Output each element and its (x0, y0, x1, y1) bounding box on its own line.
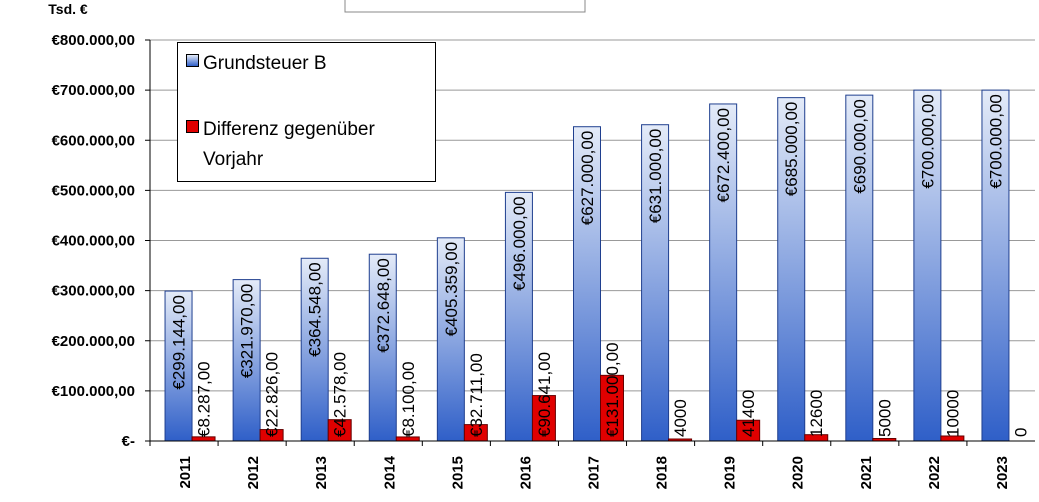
header-box (344, 0, 586, 13)
y-tick-label: €- (122, 433, 135, 450)
x-tick-label: 2017 (586, 456, 603, 489)
x-tick-label: 2012 (245, 456, 262, 489)
value-label: €627.000,00 (578, 131, 597, 226)
value-label: 5000 (875, 399, 894, 437)
value-label: €42.578,00 (331, 352, 350, 437)
y-tick-label: €200.000,00 (52, 333, 135, 350)
x-tick-label: 2016 (517, 456, 534, 489)
value-label: €32.711,00 (467, 353, 486, 437)
x-tick-label: 2022 (926, 456, 943, 489)
legend-swatch (186, 54, 199, 67)
value-label: €90.641,00 (535, 352, 554, 437)
value-label: €700.000,00 (986, 94, 1005, 189)
x-tick-label: 2023 (994, 456, 1011, 489)
bar (232, 279, 261, 442)
value-label: 4000 (671, 399, 690, 437)
value-label: €299.144,00 (170, 295, 189, 390)
bar (504, 191, 533, 442)
value-label: €496.000,00 (510, 196, 529, 291)
legend: Grundsteuer B Differenz gegenüber Vorjahr (177, 42, 436, 182)
bar (164, 290, 193, 442)
value-label: €8.100,00 (399, 361, 418, 437)
y-tick-label: €700.000,00 (52, 82, 135, 99)
y-unit-label: Tsd. € (48, 1, 88, 17)
value-label: €8.287,00 (195, 361, 214, 437)
value-label: 12600 (807, 390, 826, 437)
y-tick-label: €800.000,00 (52, 32, 135, 49)
bar (368, 253, 397, 442)
value-label: €690.000,00 (850, 99, 869, 194)
y-tick-label: €600.000,00 (52, 132, 135, 149)
value-label: €131.000,00 (603, 342, 622, 437)
value-label: €22.826,00 (263, 352, 282, 437)
value-label: €364.548,00 (306, 262, 325, 357)
x-tick-label: 2018 (654, 456, 671, 489)
bar (709, 103, 738, 442)
y-tick-label: €500.000,00 (52, 182, 135, 199)
legend-label: Differenz gegenüber Vorjahr (203, 119, 375, 170)
bar (981, 89, 1010, 442)
legend-item: Differenz gegenüber Vorjahr (186, 115, 393, 175)
y-tick-label: €400.000,00 (52, 233, 135, 250)
bar (777, 97, 806, 442)
bar (641, 124, 670, 442)
legend-label: Grundsteuer B (203, 53, 327, 74)
x-tick-label: 2021 (858, 456, 875, 489)
x-tick-label: 2019 (722, 456, 739, 489)
value-label: €672.400,00 (714, 108, 733, 203)
x-tick-label: 2015 (449, 456, 466, 489)
x-tick-label: 2020 (790, 456, 807, 489)
bar (845, 94, 874, 442)
y-tick-label: €100.000,00 (52, 383, 135, 400)
x-tick-label: 2011 (177, 456, 194, 489)
value-label: €372.648,00 (374, 258, 393, 353)
y-tick-label: €300.000,00 (52, 283, 135, 300)
value-label: 41400 (739, 390, 758, 437)
bar (300, 257, 329, 442)
value-label: 10000 (943, 390, 962, 437)
value-label: €321.970,00 (238, 284, 257, 379)
value-label: €685.000,00 (782, 102, 801, 197)
legend-item: Grundsteuer B (186, 49, 393, 79)
value-label: 0 (1011, 428, 1030, 437)
bar (913, 89, 942, 442)
legend-swatch (186, 120, 199, 133)
x-tick-label: 2014 (381, 455, 398, 489)
value-label: €405.359,00 (442, 242, 461, 337)
bar (436, 237, 465, 442)
value-label: €700.000,00 (918, 94, 937, 189)
x-tick-label: 2013 (313, 456, 330, 489)
value-label: €631.000,00 (646, 129, 665, 224)
